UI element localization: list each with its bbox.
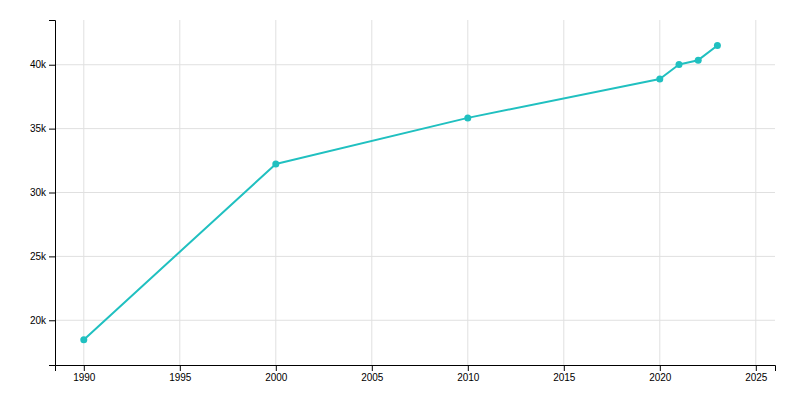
x-tick-label: 2010 (457, 372, 480, 383)
x-tick-label: 2000 (265, 372, 288, 383)
y-tick-mark (49, 65, 55, 66)
y-grid-line (55, 320, 775, 321)
grid (55, 20, 775, 365)
x-tick: 2005 (361, 365, 384, 383)
x-tick-label: 1995 (169, 372, 192, 383)
y-grid-line (55, 256, 775, 257)
x-tick-mark (84, 365, 85, 371)
x-tick-mark (180, 365, 181, 371)
y-tick: 40k (30, 59, 55, 70)
x-tick-label: 1990 (73, 372, 96, 383)
x-tick-label: 2015 (553, 372, 576, 383)
y-tick-label: 35k (30, 123, 47, 134)
x-tick: 1990 (73, 365, 96, 383)
x-tick-mark (468, 365, 469, 371)
x-tick: 2020 (649, 365, 672, 383)
x-tick: 1995 (169, 365, 192, 383)
chart: 1990 1995 2000 2005 2010 2015 2020 2025 20k 25k 30… (0, 0, 800, 400)
x-tick-label: 2025 (745, 372, 768, 383)
x-tick-label: 2005 (361, 372, 384, 383)
point (656, 75, 663, 82)
x-tick-mark (660, 365, 661, 371)
x-axis-line (56, 366, 776, 372)
x-tick: 2000 (265, 365, 288, 383)
y-tick-mark (49, 129, 55, 130)
x-tick-mark (276, 365, 277, 371)
y-grid-line (55, 64, 775, 65)
x-tick-label: 2020 (649, 372, 672, 383)
y-grid-line (55, 192, 775, 193)
y-tick-label: 25k (30, 251, 47, 262)
y-axis: 20k 25k 30k 35k 40k (30, 21, 56, 366)
y-tick-label: 20k (30, 315, 47, 326)
x-tick: 2025 (745, 365, 768, 383)
x-tick: 2010 (457, 365, 480, 383)
x-tick-mark (756, 365, 757, 371)
y-axis-line (49, 21, 56, 366)
y-tick: 20k (30, 315, 55, 326)
point (272, 160, 279, 167)
y-tick: 35k (30, 123, 55, 134)
x-tick: 2015 (553, 365, 576, 383)
y-tick-mark (49, 256, 55, 257)
x-tick-mark (564, 365, 565, 371)
y-tick-label: 40k (30, 59, 47, 70)
point (464, 114, 471, 121)
y-tick-label: 30k (30, 187, 47, 198)
point (714, 42, 721, 49)
point (676, 61, 683, 68)
marks (80, 42, 721, 343)
point (695, 57, 702, 64)
y-tick: 25k (30, 251, 55, 262)
y-tick: 30k (30, 187, 55, 198)
y-tick-mark (49, 193, 55, 194)
plot: 1990 1995 2000 2005 2010 2015 2020 2025 20k 25k 30… (30, 20, 776, 383)
y-tick-mark (49, 320, 55, 321)
y-grid-line (55, 128, 775, 129)
x-axis: 1990 1995 2000 2005 2010 2015 2020 2025 (56, 365, 776, 383)
point (80, 336, 87, 343)
line (84, 46, 718, 340)
x-tick-mark (372, 365, 373, 371)
